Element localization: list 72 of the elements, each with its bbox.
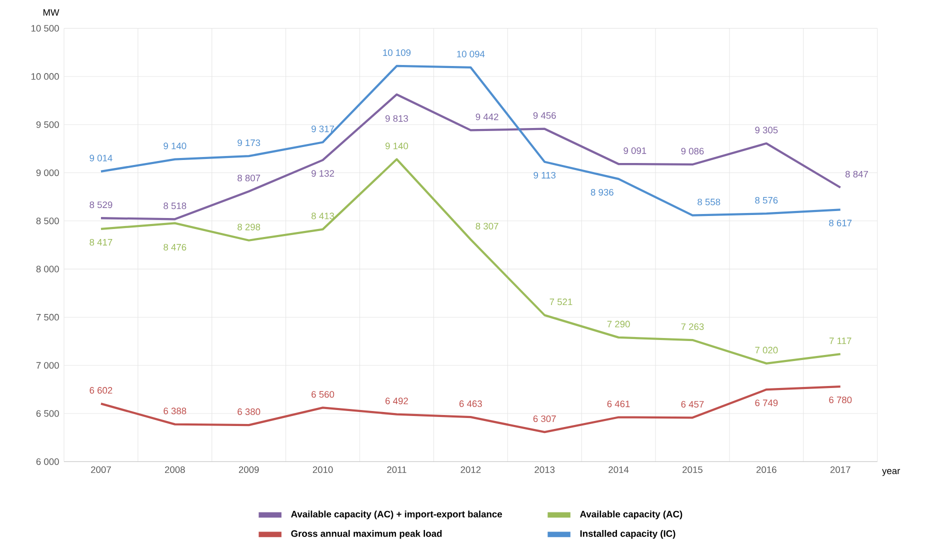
data-label: 9 173 — [238, 139, 260, 146]
data-label: 8 298 — [238, 224, 260, 230]
x-tick-label: 2015 — [682, 466, 702, 473]
x-tick-label: 2009 — [238, 466, 259, 473]
data-label: 7 020 — [755, 346, 778, 354]
data-label: 6 380 — [238, 408, 260, 416]
data-label: 8 847 — [845, 170, 868, 178]
data-label: 9 140 — [164, 142, 186, 150]
data-label: 9 442 — [476, 114, 498, 120]
data-label: 6 492 — [386, 398, 408, 404]
x-tick-label: 2010 — [312, 466, 333, 473]
data-label: 6 749 — [755, 400, 778, 406]
data-label: 9 140 — [385, 142, 408, 150]
data-label: 9 305 — [755, 126, 778, 134]
x-axis-title: year — [882, 469, 900, 476]
data-label: 10 094 — [457, 50, 485, 58]
data-label: 6 780 — [829, 396, 852, 404]
y-tick-label: 10 500 — [31, 25, 59, 32]
y-tick-label: 6 500 — [36, 410, 59, 417]
data-label: 6 307 — [533, 415, 556, 422]
y-tick-label: 9 500 — [36, 121, 59, 128]
data-label: 6 602 — [90, 387, 112, 394]
x-tick-label: 2014 — [608, 466, 629, 473]
data-label: 9 132 — [312, 170, 334, 177]
data-label: 8 576 — [755, 196, 778, 204]
y-tick-label: 6 000 — [36, 458, 59, 465]
x-tick-label: 2007 — [91, 466, 111, 473]
x-tick-label: 2011 — [387, 466, 406, 473]
x-tick-label: 2012 — [460, 466, 481, 473]
y-tick-label: 7 000 — [36, 362, 59, 369]
data-label: 9 456 — [533, 112, 556, 119]
data-label: 8 413 — [312, 212, 334, 220]
data-label: 8 476 — [164, 244, 186, 251]
data-label: 9 014 — [90, 154, 112, 162]
legend-label: Available capacity (AC) — [580, 510, 682, 520]
data-label: 9 813 — [385, 115, 408, 122]
data-label: 6 388 — [164, 408, 186, 414]
data-label: 6 461 — [607, 400, 630, 408]
legend-label: Gross annual maximum peak load — [291, 530, 442, 539]
data-label: 8 936 — [590, 188, 614, 196]
data-label: 8 417 — [90, 238, 112, 246]
data-label: 9 113 — [534, 172, 556, 179]
x-tick-label: 2017 — [830, 466, 850, 473]
y-tick-label: 7 500 — [36, 314, 59, 321]
legend-label: Available capacity (AC) + import-export balance — [291, 510, 502, 520]
x-tick-label: 2013 — [534, 466, 555, 473]
data-label: 8 617 — [829, 220, 852, 226]
data-label: 10 109 — [383, 49, 411, 56]
y-tick-label: 10 000 — [31, 73, 59, 80]
data-label: 7 117 — [830, 338, 852, 344]
data-label: 9 317 — [312, 126, 334, 132]
data-label: 8 529 — [90, 201, 112, 208]
data-label: 8 307 — [476, 222, 498, 230]
legend-label: Installed capacity (IC) — [580, 530, 676, 539]
data-label: 6 457 — [681, 401, 704, 408]
line-series — [100, 93, 842, 220]
y-tick-label: 8 000 — [36, 266, 59, 272]
x-tick-label: 2016 — [756, 466, 776, 473]
data-label: 6 463 — [459, 400, 482, 408]
data-label: 7 521 — [550, 298, 572, 306]
data-label: 9 091 — [624, 147, 646, 154]
y-tick-label: 8 500 — [36, 218, 59, 224]
data-label: 8 518 — [164, 202, 186, 210]
x-tick-label: 2008 — [164, 466, 185, 473]
data-label: 6 560 — [312, 391, 334, 398]
data-label: 8 807 — [238, 174, 260, 182]
data-label: 7 263 — [681, 323, 704, 330]
data-label: 9 086 — [681, 148, 704, 154]
data-label: 8 558 — [698, 198, 720, 206]
y-tick-label: 9 000 — [36, 169, 59, 176]
data-label: 7 290 — [607, 320, 630, 328]
y-axis-title: MW — [43, 9, 60, 16]
